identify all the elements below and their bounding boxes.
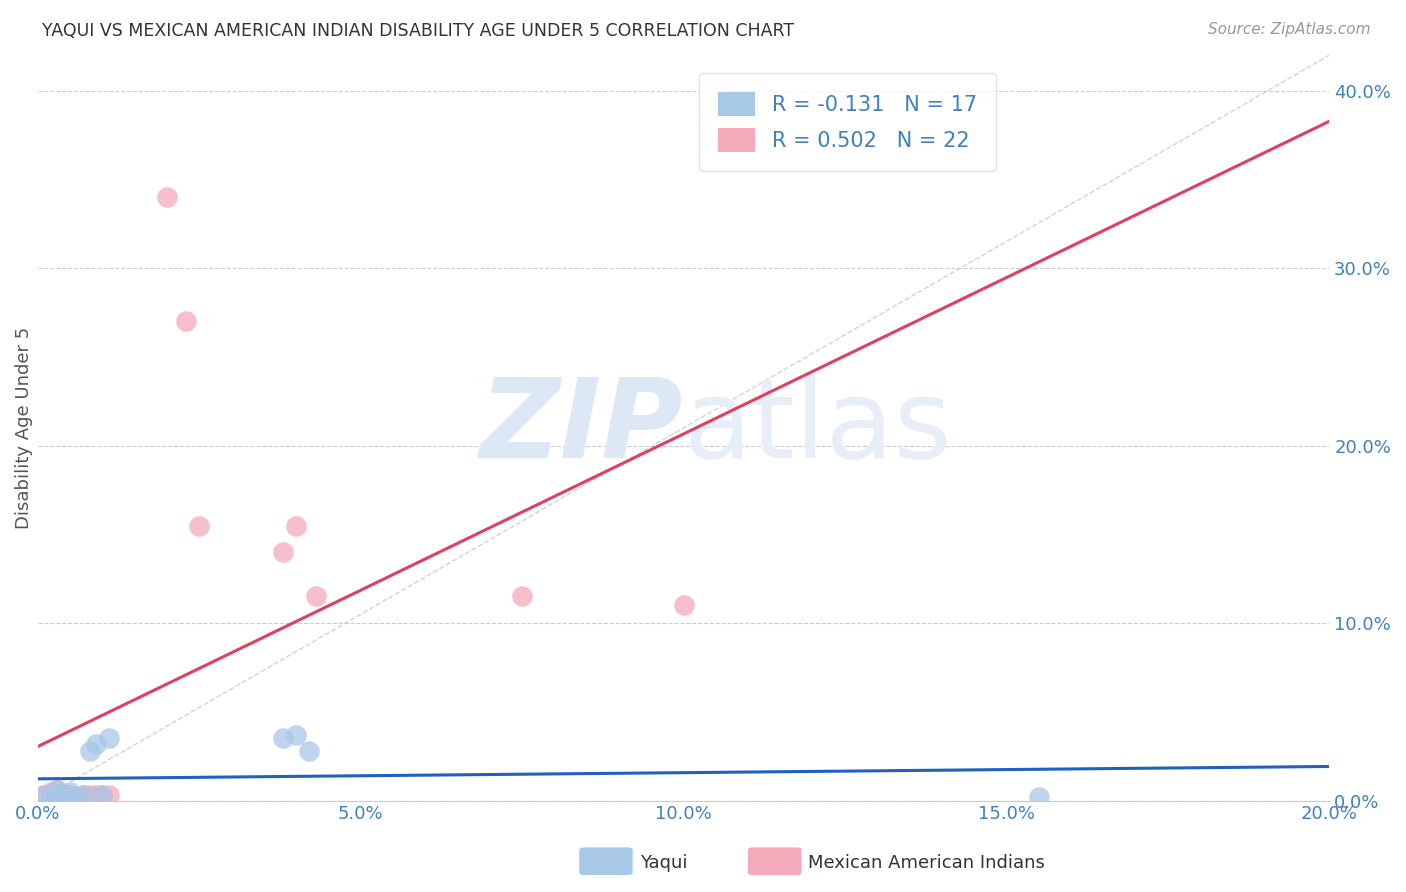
Point	[52, 789, 75, 803]
Point	[672, 599, 695, 613]
Point	[72, 789, 94, 803]
Point	[34, 789, 56, 803]
Point	[285, 518, 308, 533]
Point	[59, 789, 82, 803]
Text: ZIP: ZIP	[479, 375, 683, 482]
Point	[176, 314, 198, 328]
Point	[46, 783, 69, 797]
Point	[66, 790, 89, 805]
Point	[52, 790, 75, 805]
Legend: R = -0.131   N = 17, R = 0.502   N = 22: R = -0.131 N = 17, R = 0.502 N = 22	[699, 73, 995, 171]
Point	[97, 789, 120, 803]
Point	[39, 790, 62, 805]
Point	[298, 744, 321, 758]
Text: Yaqui: Yaqui	[640, 854, 688, 871]
Text: Source: ZipAtlas.com: Source: ZipAtlas.com	[1208, 22, 1371, 37]
Point	[46, 787, 69, 801]
Point	[52, 790, 75, 805]
Point	[271, 545, 294, 559]
Point	[59, 789, 82, 803]
Point	[1028, 790, 1050, 805]
Y-axis label: Disability Age Under 5: Disability Age Under 5	[15, 326, 32, 529]
Point	[91, 789, 114, 803]
Point	[34, 789, 56, 803]
Point	[39, 790, 62, 805]
Point	[59, 785, 82, 799]
Point	[79, 789, 101, 803]
Text: atlas: atlas	[683, 375, 952, 482]
Point	[46, 789, 69, 803]
Text: Mexican American Indians: Mexican American Indians	[808, 854, 1045, 871]
Point	[156, 190, 179, 204]
Point	[52, 789, 75, 803]
Point	[84, 737, 107, 751]
Text: YAQUI VS MEXICAN AMERICAN INDIAN DISABILITY AGE UNDER 5 CORRELATION CHART: YAQUI VS MEXICAN AMERICAN INDIAN DISABIL…	[42, 22, 794, 40]
Point	[271, 731, 294, 746]
Point	[72, 789, 94, 803]
Point	[79, 744, 101, 758]
Point	[84, 789, 107, 803]
Point	[46, 783, 69, 797]
Point	[510, 590, 533, 604]
Point	[285, 728, 308, 742]
Point	[66, 790, 89, 805]
Point	[91, 789, 114, 803]
Point	[304, 590, 326, 604]
Point	[188, 518, 211, 533]
Point	[39, 785, 62, 799]
Point	[97, 731, 120, 746]
